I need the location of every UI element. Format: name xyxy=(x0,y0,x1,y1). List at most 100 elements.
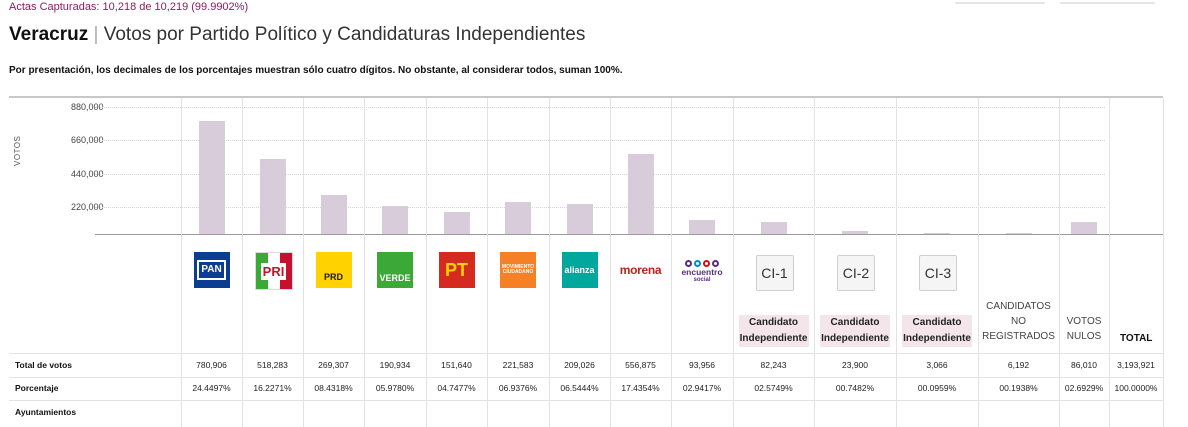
no-registrados-label-2: NO xyxy=(1011,316,1026,327)
social-text: social xyxy=(693,277,711,283)
encuentro-social-logo-icon: encuentro social xyxy=(681,252,723,292)
encuentro-dots-icon xyxy=(685,260,719,267)
percent-encuentro-social: 02.9417% xyxy=(682,383,722,393)
percent-prd: 08.4318% xyxy=(314,383,353,393)
percent-nueva-alianza: 06.5444% xyxy=(560,383,599,393)
ci-2-label-line2: Independiente xyxy=(820,331,890,347)
column-divider xyxy=(814,98,815,427)
percent-nulos: 02.6929% xyxy=(1064,383,1104,393)
percent-verde: 05.9780% xyxy=(375,383,415,393)
grid-line xyxy=(95,140,1105,141)
column-divider xyxy=(1059,98,1060,427)
pt-logo-text: PT xyxy=(444,260,468,280)
bar-no-registrados xyxy=(1005,233,1032,234)
verde-logo-text: VERDE xyxy=(379,272,411,283)
dot-icon xyxy=(694,260,701,267)
bar-prd xyxy=(320,195,347,234)
percent-mc: 06.9376% xyxy=(498,383,538,393)
results-table: VOTOS 880,000 660,000 440,000 220,000 78… xyxy=(9,96,1164,427)
title-separator: | xyxy=(93,24,99,45)
morena-logo-icon: morena xyxy=(612,252,669,288)
verde-logo-icon: VERDE xyxy=(377,252,413,288)
ci-1-label-line1: Candidato xyxy=(738,315,809,331)
column-divider xyxy=(733,98,734,427)
bar-verde xyxy=(382,206,408,234)
percent-no-registrados: 00.1938% xyxy=(999,383,1038,393)
percent-morena: 17.4354% xyxy=(621,383,660,393)
dot-icon xyxy=(685,260,692,267)
votes-no-registrados: 6,192 xyxy=(1007,360,1030,370)
percentage-note: Por presentación, los decimales de los p… xyxy=(9,65,623,76)
row-divider xyxy=(9,377,1163,378)
dot-icon xyxy=(712,260,719,267)
top-divider xyxy=(1060,2,1155,4)
x-axis-line xyxy=(95,234,1163,235)
votes-prd: 269,307 xyxy=(318,360,349,370)
nueva-alianza-logo-text: alianza xyxy=(564,264,595,275)
percent-ci-3: 00.0959% xyxy=(917,383,957,393)
y-tick-label: 220,000 xyxy=(71,202,104,212)
pan-logo-text: PAN xyxy=(197,260,226,280)
bar-ci-3 xyxy=(924,233,950,234)
page-title: Veracruz | Votos por Partido Político y … xyxy=(9,24,585,46)
y-tick-label: 440,000 xyxy=(71,169,104,179)
y-tick-label: 880,000 xyxy=(71,102,104,112)
column-divider xyxy=(364,98,365,427)
percent-ci-2: 00.7482% xyxy=(835,383,875,393)
bar-nulos xyxy=(1071,221,1097,234)
prd-logo-text: PRD xyxy=(323,271,343,282)
total-votes: 3,193,921 xyxy=(1117,360,1155,370)
pt-logo-icon: PT xyxy=(438,252,475,288)
percent-ci-1: 02.5749% xyxy=(754,383,793,393)
grid-line xyxy=(95,174,1105,175)
votes-pt: 151,640 xyxy=(441,360,472,370)
column-divider xyxy=(549,98,550,427)
votes-nueva-alianza: 209,026 xyxy=(564,360,595,370)
ci-3-box: CI-3 xyxy=(919,255,957,291)
grid-line xyxy=(95,107,1105,108)
votes-pan: 780,906 xyxy=(196,360,227,370)
percent-pan: 24.4497% xyxy=(192,383,231,393)
column-divider xyxy=(242,98,243,427)
column-divider xyxy=(1109,98,1110,427)
row-divider xyxy=(9,400,1163,401)
total-header: TOTAL xyxy=(1120,333,1153,344)
total-percent: 100.0000% xyxy=(1114,383,1158,393)
ci-2-box: CI-2 xyxy=(837,255,875,291)
votes-ci-1: 82,243 xyxy=(760,360,787,370)
column-divider xyxy=(181,98,182,427)
row-divider xyxy=(9,353,1163,354)
mc-logo-text: MOVIMIENTO CIUDADANO xyxy=(501,264,535,275)
title-subtitle: Votos por Partido Político y Candidatura… xyxy=(103,24,586,45)
votes-mc: 221,583 xyxy=(502,360,534,370)
bar-nueva-alianza xyxy=(566,203,593,234)
column-divider xyxy=(610,98,611,427)
percent-pt: 04.7477% xyxy=(437,383,476,393)
grid-line xyxy=(95,207,1105,208)
ci-1-label-line2: Independiente xyxy=(738,331,809,347)
state-name: Veracruz xyxy=(9,24,89,45)
votes-encuentro-social: 93,956 xyxy=(689,360,715,370)
column-divider xyxy=(303,98,304,427)
column-divider xyxy=(487,98,488,427)
bar-morena xyxy=(627,153,654,234)
y-axis-label: VOTOS xyxy=(13,135,22,166)
mc-logo-icon: MOVIMIENTO CIUDADANO xyxy=(500,252,536,288)
column-divider xyxy=(671,98,672,427)
pri-logo-icon: PRI xyxy=(254,252,293,290)
votes-pri: 518,283 xyxy=(257,360,288,370)
column-divider xyxy=(1163,98,1164,427)
column-divider xyxy=(978,98,979,427)
no-registrados-label-1: CANDIDATOS xyxy=(986,301,1051,312)
row-label-porcentaje: Porcentaje xyxy=(15,383,59,393)
votes-ci-2: 23,900 xyxy=(842,360,868,370)
pri-logo-text: PRI xyxy=(260,262,287,280)
no-registrados-label-3: REGISTRADOS xyxy=(982,331,1055,342)
top-divider xyxy=(955,2,1045,4)
ci-2-label-line1: Candidato xyxy=(820,315,890,331)
bar-pan xyxy=(198,121,225,234)
ci-3-label-line1: Candidato xyxy=(902,315,972,331)
actas-capturadas: Actas Capturadas: 10,218 de 10,219 (99.9… xyxy=(9,1,249,13)
nulos-label-1: VOTOS xyxy=(1066,316,1102,327)
dot-icon xyxy=(703,260,710,267)
